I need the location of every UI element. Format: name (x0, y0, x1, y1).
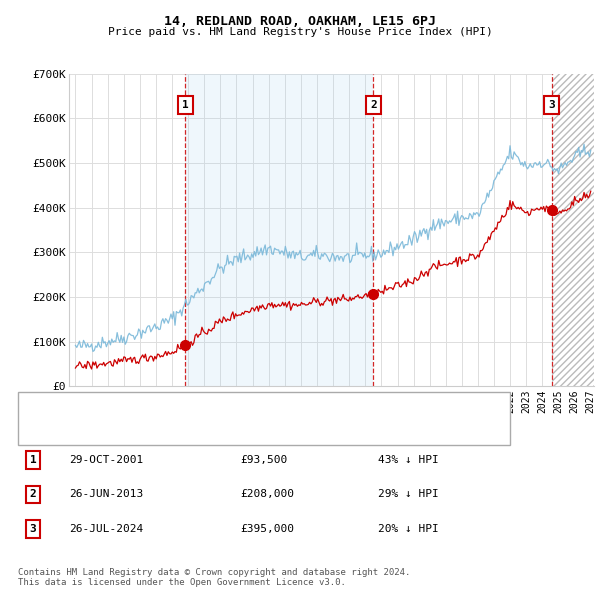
Text: Contains HM Land Registry data © Crown copyright and database right 2024.
This d: Contains HM Land Registry data © Crown c… (18, 568, 410, 587)
Text: 2: 2 (370, 100, 377, 110)
Text: 20% ↓ HPI: 20% ↓ HPI (378, 524, 439, 533)
Text: HPI: Average price, detached house, Rutland: HPI: Average price, detached house, Rutl… (60, 420, 329, 430)
Text: 14, REDLAND ROAD, OAKHAM, LE15 6PJ (detached house): 14, REDLAND ROAD, OAKHAM, LE15 6PJ (deta… (60, 402, 379, 412)
Bar (551, 74, 594, 386)
Text: £395,000: £395,000 (240, 524, 294, 533)
Text: 3: 3 (548, 100, 555, 110)
Text: ——: —— (33, 400, 50, 414)
Text: 43% ↓ HPI: 43% ↓ HPI (378, 455, 439, 465)
Text: Price paid vs. HM Land Registry's House Price Index (HPI): Price paid vs. HM Land Registry's House … (107, 27, 493, 37)
Text: £208,000: £208,000 (240, 490, 294, 499)
Text: 26-JUN-2013: 26-JUN-2013 (69, 490, 143, 499)
Text: 2: 2 (29, 490, 37, 499)
Text: 3: 3 (29, 524, 37, 533)
Bar (551, 74, 594, 386)
Text: ——: —— (33, 418, 50, 432)
Bar (185, 74, 373, 386)
Text: £93,500: £93,500 (240, 455, 287, 465)
Text: 1: 1 (29, 455, 37, 465)
Text: 1: 1 (182, 100, 189, 110)
Text: 29% ↓ HPI: 29% ↓ HPI (378, 490, 439, 499)
Text: 26-JUL-2024: 26-JUL-2024 (69, 524, 143, 533)
Text: 14, REDLAND ROAD, OAKHAM, LE15 6PJ: 14, REDLAND ROAD, OAKHAM, LE15 6PJ (164, 15, 436, 28)
Text: 29-OCT-2001: 29-OCT-2001 (69, 455, 143, 465)
